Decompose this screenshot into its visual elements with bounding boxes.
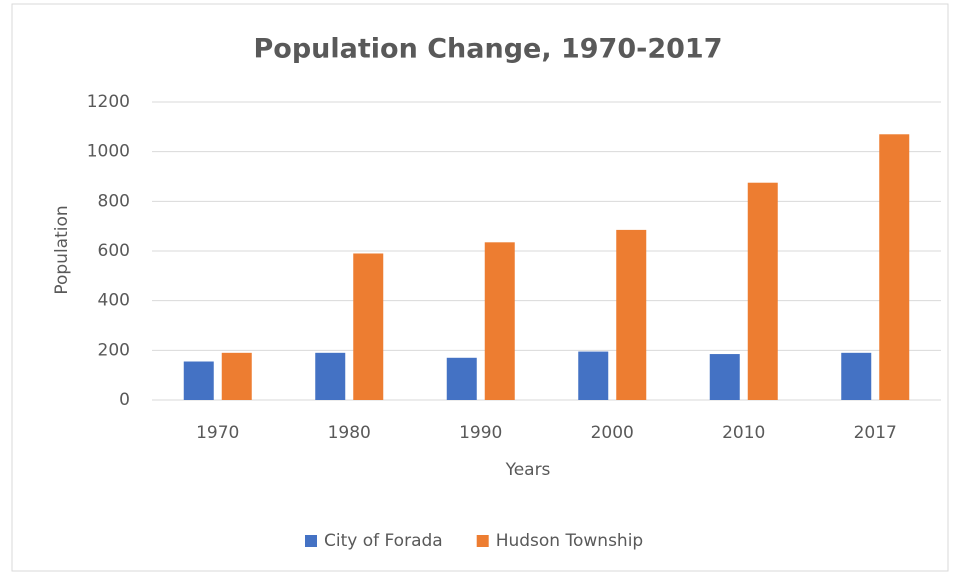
x-tick-label: 2010 [722,423,765,443]
x-tick-label: 2017 [854,423,897,443]
legend-swatch [476,535,489,547]
y-tick-label: 1000 [87,142,130,162]
x-tick-label: 1990 [459,423,502,443]
x-tick-label: 1970 [196,423,239,443]
y-tick-label: 0 [119,390,130,410]
bar [709,354,740,400]
y-axis-label: Population [52,205,72,294]
legend-label: City of Forada [324,531,443,551]
y-tick-label: 400 [98,291,130,311]
bar [183,361,214,400]
y-tick-label: 1200 [87,92,130,112]
legend-label: Hudson Township [496,531,644,551]
y-tick-label: 600 [98,241,130,261]
bar [841,352,872,400]
bar [221,352,252,400]
y-tick-label: 800 [98,191,130,211]
bar [616,229,647,400]
chart-title: Population Change, 1970-2017 [254,34,723,65]
x-tick-label: 1980 [328,423,371,443]
x-axis-label: Years [505,460,551,480]
bar [879,134,910,401]
bar [578,351,609,400]
bar [484,242,515,400]
x-tick-label: 2000 [591,423,634,443]
bar [747,182,778,400]
legend-swatch [305,535,317,547]
y-tick-label: 200 [98,340,130,360]
bar [446,357,477,400]
bar [353,253,384,400]
bar [315,352,346,400]
chart-frame [11,3,949,572]
